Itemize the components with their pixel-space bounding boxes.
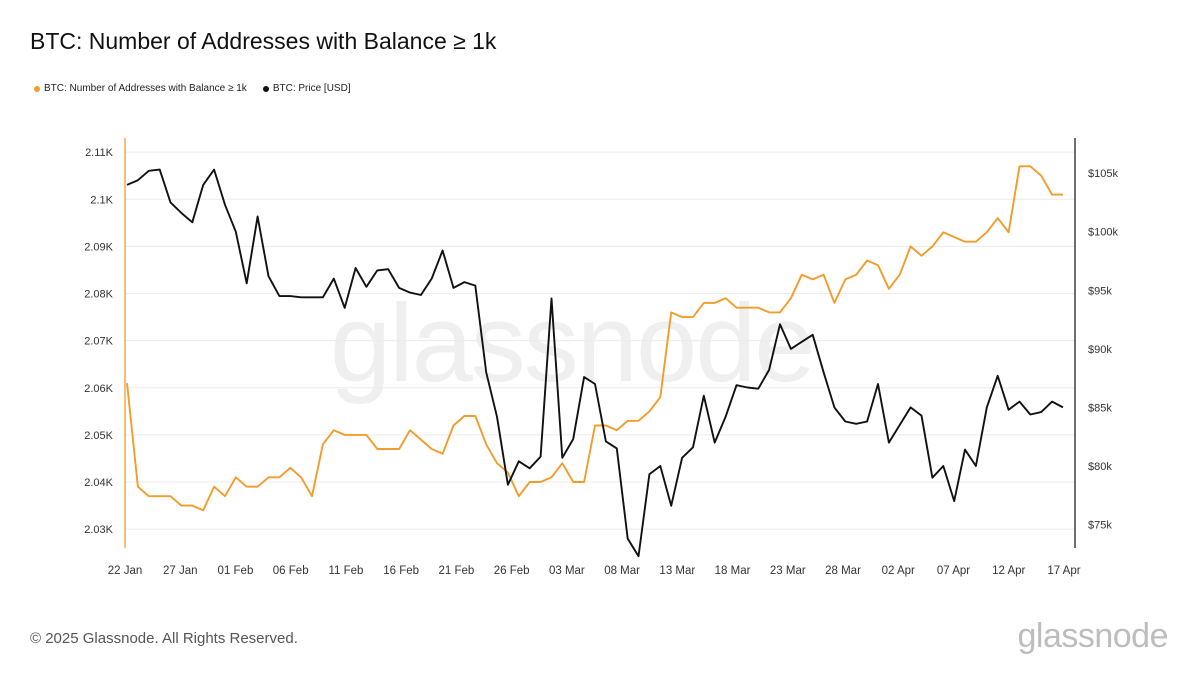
chart-area: 2.03K 2.04K 2.05K 2.06K 2.07K 2.08K 2.09K 2.1K 2…	[84, 138, 1118, 577]
x-tick-label: 26 Feb	[494, 565, 530, 577]
series-line-price	[126, 168, 1064, 558]
left-tick-label: 2.07K	[84, 336, 113, 348]
glassnode-logo[interactable]: glassnode	[1017, 617, 1168, 655]
x-tick-label: 01 Feb	[218, 565, 254, 577]
x-tick-label: 06 Feb	[273, 565, 309, 577]
x-tick-label: 02 Apr	[882, 565, 915, 577]
x-tick-label: 21 Feb	[438, 565, 474, 577]
series-lines	[126, 165, 1064, 558]
legend-item-addresses[interactable]: BTC: Number of Addresses with Balance ≥ …	[34, 83, 247, 94]
copyright-text: © 2025 Glassnode. All Rights Reserved.	[30, 630, 298, 647]
left-tick-label: 2.09K	[84, 241, 113, 253]
x-tick-label: 12 Apr	[992, 565, 1025, 577]
legend-item-price[interactable]: BTC: Price [USD]	[262, 83, 351, 94]
left-tick-label: 2.1K	[90, 194, 113, 206]
x-tick-label: 03 Mar	[549, 565, 585, 577]
right-tick-label: $75k	[1088, 520, 1112, 532]
x-tick-label: 22 Jan	[108, 565, 143, 577]
right-tick-label: $105k	[1088, 168, 1118, 180]
x-tick-label: 23 Mar	[770, 565, 806, 577]
gridlines	[125, 151, 1075, 530]
x-axis-ticks: 22 Jan 27 Jan 01 Feb 06 Feb 11 Feb 16 Feb 21 F…	[108, 565, 1081, 577]
x-tick-label: 28 Mar	[825, 565, 861, 577]
x-tick-label: 18 Mar	[715, 565, 751, 577]
legend-dot-addresses	[34, 85, 40, 92]
left-axis-ticks: 2.03K 2.04K 2.05K 2.06K 2.07K 2.08K 2.09K 2.1K 2…	[84, 147, 113, 536]
legend-dot-price	[262, 85, 269, 92]
left-tick-label: 2.05K	[84, 430, 113, 442]
right-tick-label: $100k	[1088, 227, 1118, 239]
left-tick-label: 2.11K	[85, 147, 114, 159]
x-tick-label: 11 Feb	[328, 565, 363, 577]
x-tick-label: 17 Apr	[1047, 565, 1080, 577]
x-tick-label: 13 Mar	[659, 565, 695, 577]
watermark: glassnode	[330, 282, 815, 405]
left-tick-label: 2.03K	[84, 524, 113, 536]
x-tick-label: 27 Jan	[163, 565, 198, 577]
right-tick-label: $85k	[1088, 402, 1112, 414]
legend-label-price: BTC: Price [USD]	[272, 83, 351, 94]
x-tick-label: 08 Mar	[604, 565, 640, 577]
left-tick-label: 2.06K	[84, 383, 113, 395]
right-tick-label: $90k	[1088, 344, 1112, 356]
legend-label-addresses: BTC: Number of Addresses with Balance ≥ …	[44, 83, 247, 94]
right-tick-label: $80k	[1088, 461, 1112, 473]
series-line-addresses	[126, 165, 1063, 512]
right-axis-ticks: $75k $80k $85k $90k $95k $100k $105k	[1088, 168, 1118, 531]
x-tick-label: 16 Feb	[383, 565, 419, 577]
right-tick-label: $95k	[1088, 285, 1112, 297]
legend: BTC: Number of Addresses with Balance ≥ …	[34, 83, 351, 94]
left-tick-label: 2.04K	[84, 477, 113, 489]
left-tick-label: 2.08K	[84, 289, 113, 301]
x-tick-label: 07 Apr	[937, 565, 970, 577]
chart-title: BTC: Number of Addresses with Balance ≥ …	[30, 28, 497, 54]
